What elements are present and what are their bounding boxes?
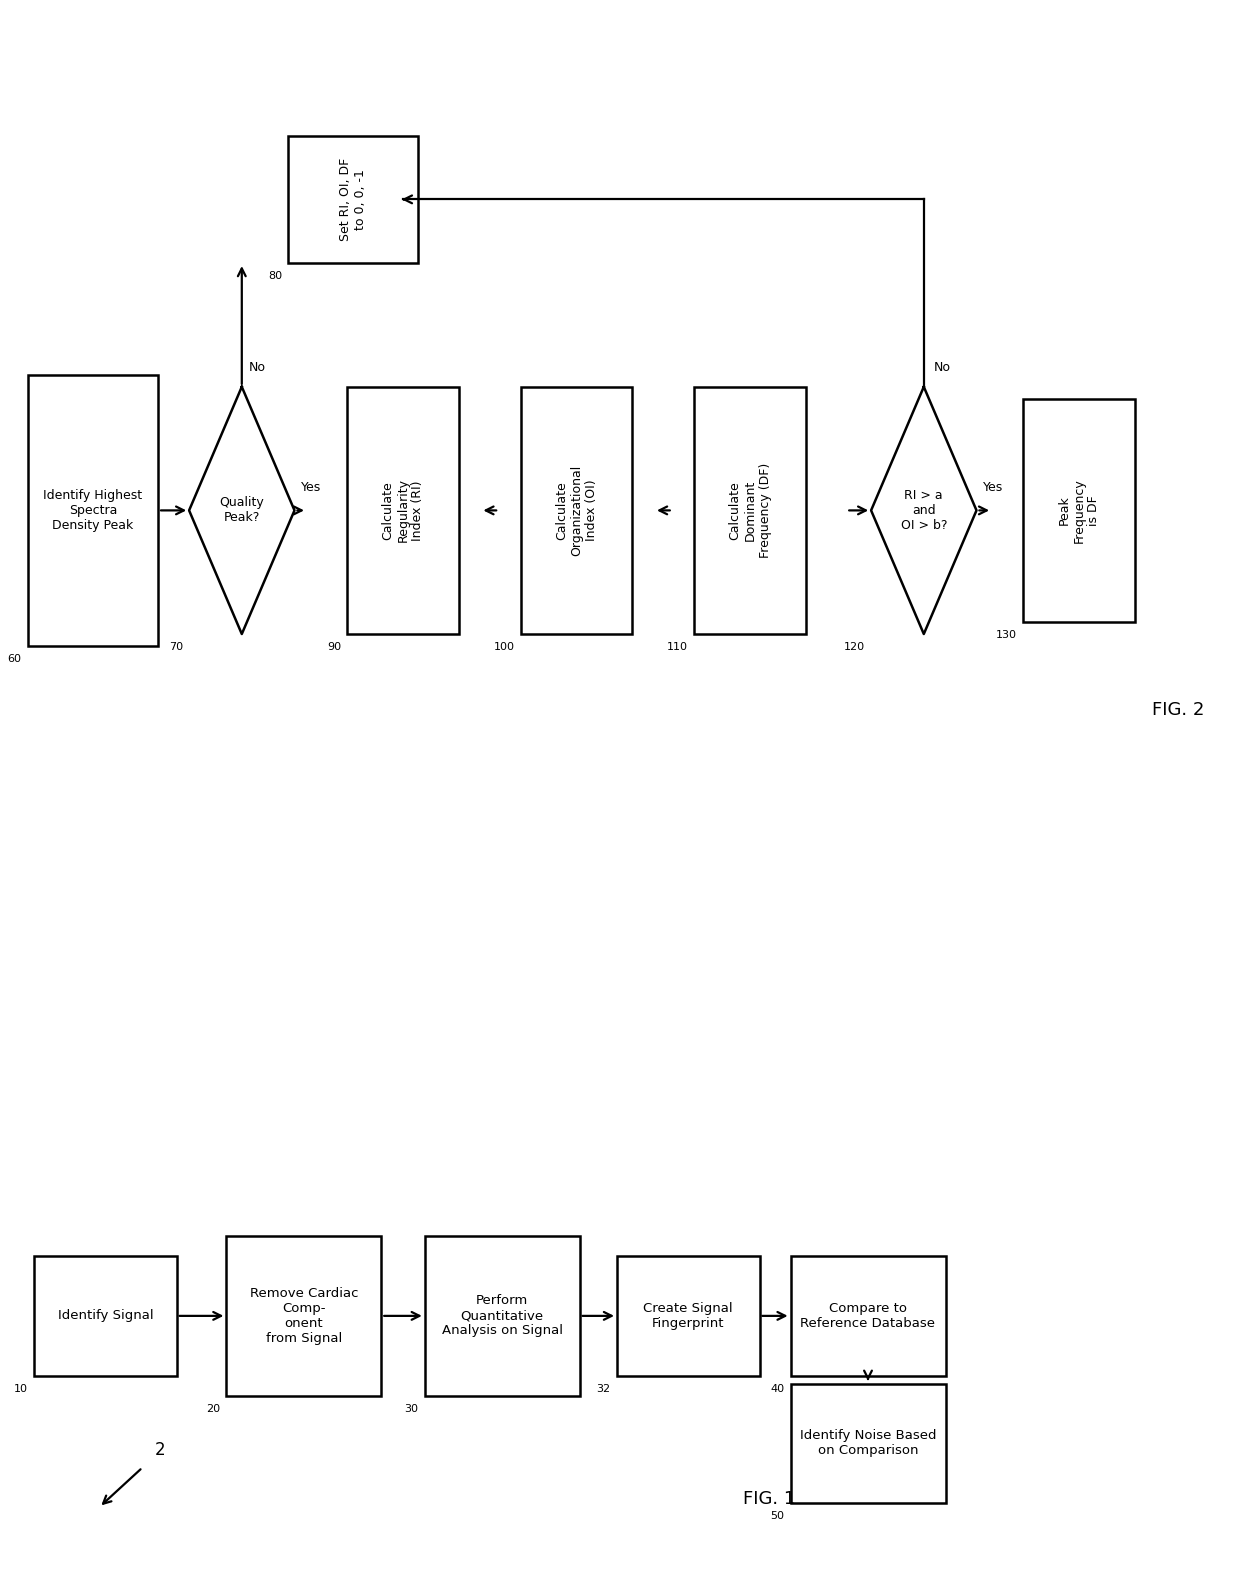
Text: 130: 130 <box>996 630 1017 640</box>
Text: Remove Cardiac
Comp-
onent
from Signal: Remove Cardiac Comp- onent from Signal <box>249 1287 358 1345</box>
Text: FIG. 1: FIG. 1 <box>743 1490 795 1509</box>
Text: Perform
Quantitative
Analysis on Signal: Perform Quantitative Analysis on Signal <box>441 1295 563 1337</box>
Text: 20: 20 <box>206 1404 221 1413</box>
Text: RI > a
and
OI > b?: RI > a and OI > b? <box>900 490 947 531</box>
FancyBboxPatch shape <box>791 1383 945 1502</box>
Text: Identify Noise Based
on Comparison: Identify Noise Based on Comparison <box>800 1429 936 1458</box>
Text: 50: 50 <box>770 1512 784 1522</box>
Text: FIG. 2: FIG. 2 <box>1152 700 1204 719</box>
Text: 70: 70 <box>169 641 184 652</box>
Text: 100: 100 <box>494 641 515 652</box>
Text: Calculate
Regularity
Index (RI): Calculate Regularity Index (RI) <box>382 478 424 542</box>
FancyBboxPatch shape <box>226 1236 382 1396</box>
FancyBboxPatch shape <box>288 136 418 263</box>
Text: Yes: Yes <box>982 482 1003 494</box>
FancyBboxPatch shape <box>521 386 632 633</box>
Text: Peak
Frequency
is DF: Peak Frequency is DF <box>1058 478 1100 542</box>
Text: Identify Signal: Identify Signal <box>57 1309 154 1322</box>
Text: 80: 80 <box>268 271 281 281</box>
Text: 40: 40 <box>770 1383 784 1394</box>
Text: 2: 2 <box>155 1442 166 1459</box>
Text: Quality
Peak?: Quality Peak? <box>219 496 264 525</box>
FancyBboxPatch shape <box>618 1257 759 1375</box>
Text: Set RI, OI, DF
to 0, 0, -1: Set RI, OI, DF to 0, 0, -1 <box>340 158 367 241</box>
Text: 120: 120 <box>843 641 866 652</box>
Text: Compare to
Reference Database: Compare to Reference Database <box>801 1302 935 1330</box>
Text: 30: 30 <box>404 1404 419 1413</box>
Text: 60: 60 <box>7 654 21 664</box>
Text: No: No <box>249 360 267 373</box>
FancyBboxPatch shape <box>35 1257 177 1375</box>
Text: No: No <box>934 360 951 373</box>
FancyBboxPatch shape <box>791 1257 945 1375</box>
Text: 110: 110 <box>667 641 688 652</box>
FancyBboxPatch shape <box>1023 399 1135 622</box>
Text: 32: 32 <box>596 1383 611 1394</box>
Text: Create Signal
Fingerprint: Create Signal Fingerprint <box>644 1302 733 1330</box>
FancyBboxPatch shape <box>347 386 459 633</box>
FancyBboxPatch shape <box>27 375 159 646</box>
Text: Calculate
Dominant
Frequency (DF): Calculate Dominant Frequency (DF) <box>729 463 771 558</box>
Text: Identify Highest
Spectra
Density Peak: Identify Highest Spectra Density Peak <box>43 490 143 531</box>
Text: 10: 10 <box>14 1383 29 1394</box>
Text: 90: 90 <box>327 641 341 652</box>
FancyBboxPatch shape <box>694 386 806 633</box>
FancyBboxPatch shape <box>424 1236 580 1396</box>
Text: Yes: Yes <box>301 482 321 494</box>
Text: Calculate
Organizational
Index (OI): Calculate Organizational Index (OI) <box>556 464 598 557</box>
